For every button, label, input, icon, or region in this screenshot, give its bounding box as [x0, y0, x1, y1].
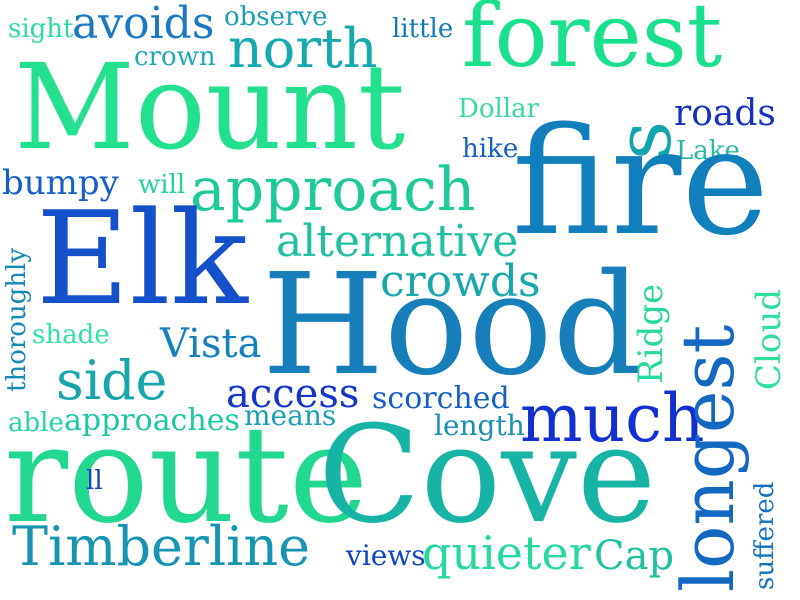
word-quieter: quieter	[422, 526, 591, 580]
word-avoids: avoids	[72, 0, 215, 49]
word-will: will	[138, 170, 186, 200]
word-lake: Lake	[676, 136, 740, 166]
word-much: much	[520, 380, 705, 457]
word-ridge: Ridge	[631, 283, 671, 384]
word-hood: Hood	[262, 244, 643, 407]
word-cloud: Cloud	[749, 288, 789, 390]
word-mount: Mount	[14, 38, 406, 176]
word-access: access	[226, 371, 360, 417]
word-dollar: Dollar	[458, 94, 540, 124]
word-little: little	[392, 14, 454, 44]
word-alternative: alternative	[276, 216, 519, 267]
word-thoroughly: thoroughly	[2, 247, 32, 392]
word-shade: shade	[32, 320, 110, 350]
word-means: means	[244, 399, 337, 432]
word-roads: roads	[674, 93, 776, 134]
word-ll: ll	[86, 466, 103, 496]
word-elk: Elk	[36, 185, 248, 334]
word-vista: Vista	[160, 321, 262, 367]
word-timberline: Timberline	[12, 515, 311, 578]
word-cove: Cove	[318, 397, 657, 553]
word-observe: observe	[224, 2, 328, 32]
word-route: route	[4, 397, 369, 553]
word-sight: sight	[8, 14, 74, 44]
word-fire: fire	[512, 96, 770, 268]
word-crown: crown	[134, 42, 216, 72]
word-approach: approach	[190, 155, 476, 225]
word-bumpy: bumpy	[2, 163, 119, 203]
word-north: north	[228, 17, 378, 80]
word-side: side	[56, 349, 168, 412]
word-length: length	[434, 409, 525, 442]
word-crowds: crowds	[380, 256, 541, 307]
word-suffered: suffered	[750, 481, 780, 590]
word-able: able	[8, 408, 64, 438]
word-approaches: approaches	[64, 403, 240, 438]
word-longest: longest	[666, 324, 750, 592]
word-views: views	[346, 539, 426, 572]
word-cap: Cap	[594, 533, 675, 579]
word-scorched: scorched	[372, 381, 510, 416]
word-hike: hike	[462, 134, 519, 164]
word-forest: forest	[462, 0, 723, 87]
